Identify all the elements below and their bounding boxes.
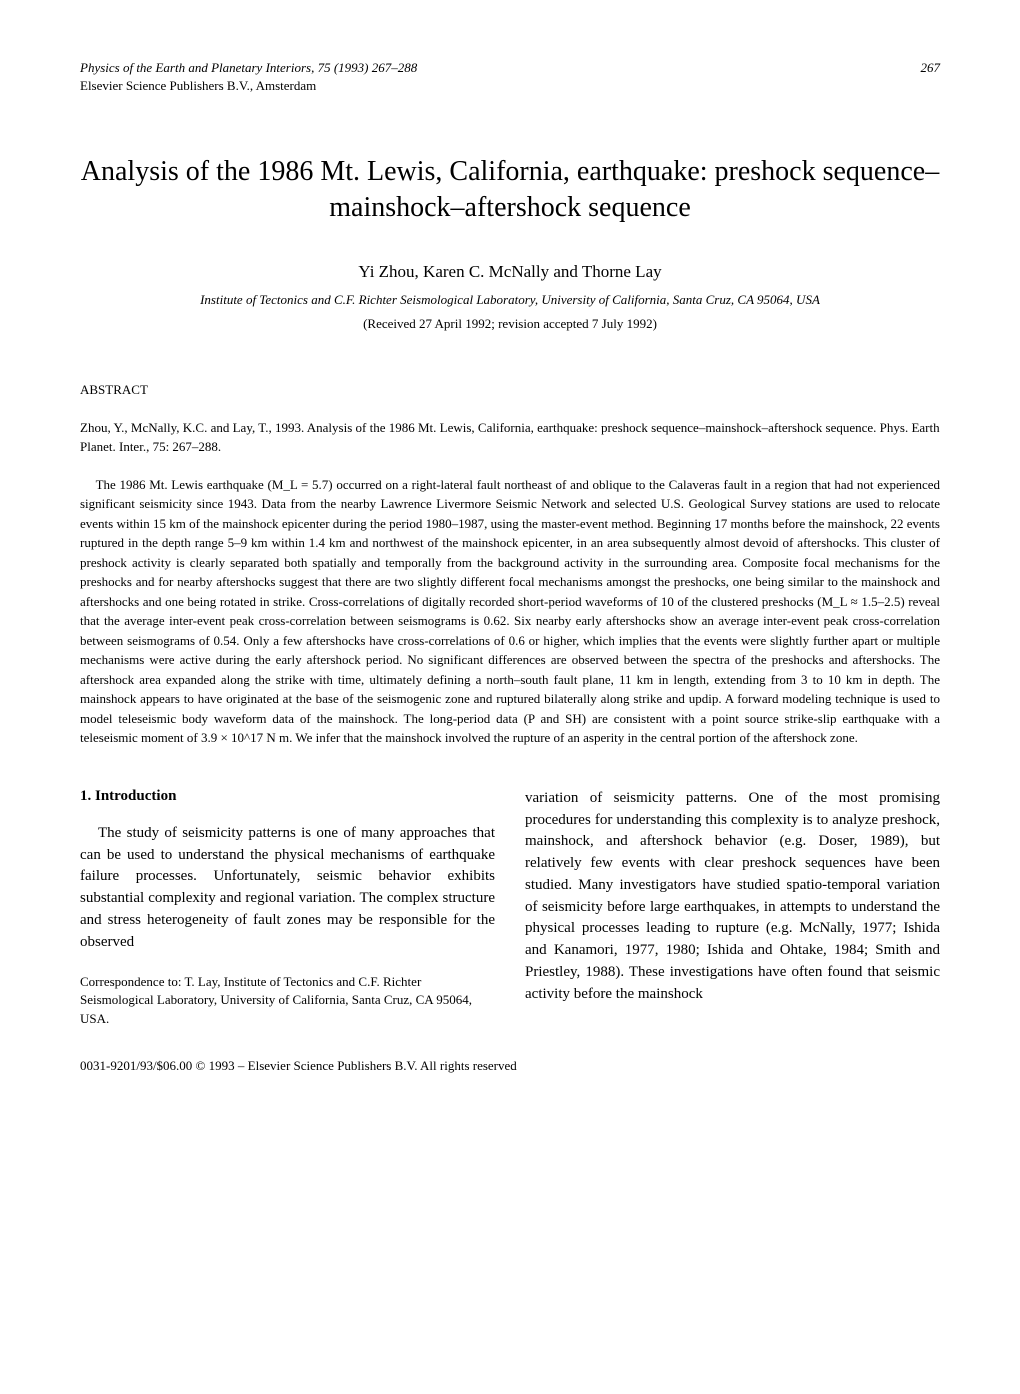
publisher-line: Elsevier Science Publishers B.V., Amster… [80,78,940,94]
intro-paragraph-1: The study of seismicity patterns is one … [80,823,495,954]
copyright-footer: 0031-9201/93/$06.00 © 1993 – Elsevier Sc… [80,1058,940,1074]
abstract-heading: ABSTRACT [80,382,940,398]
section-1-heading: 1. Introduction [80,788,495,805]
affiliation: Institute of Tectonics and C.F. Richter … [80,292,940,308]
journal-citation: Physics of the Earth and Planetary Inter… [80,60,417,76]
article-citation: Zhou, Y., McNally, K.C. and Lay, T., 199… [80,418,940,457]
received-dates: (Received 27 April 1992; revision accept… [80,316,940,332]
article-title: Analysis of the 1986 Mt. Lewis, Californ… [80,154,940,227]
abstract-text: The 1986 Mt. Lewis earthquake (M_L = 5.7… [80,475,940,748]
authors: Yi Zhou, Karen C. McNally and Thorne Lay [80,262,940,282]
page-number: 267 [921,60,941,76]
intro-paragraph-1-continued: variation of seismicity patterns. One of… [525,788,940,1006]
correspondence-note: Correspondence to: T. Lay, Institute of … [80,973,495,1028]
